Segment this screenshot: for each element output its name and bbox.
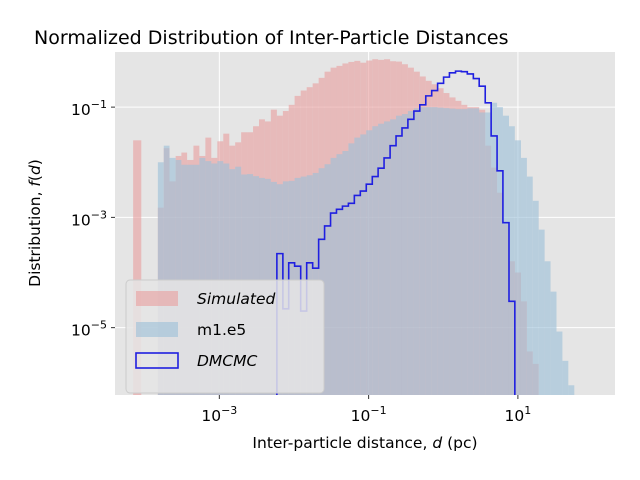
legend-label-m1-e5: m1.e5: [197, 321, 246, 339]
legend-label-simulated: Simulated: [197, 290, 275, 308]
histogram-bar: [348, 143, 355, 395]
y-tick-label: 10−3: [71, 208, 107, 229]
histogram-bar: [205, 161, 212, 395]
y-tick-label: 10−1: [71, 98, 107, 119]
histogram-bar: [354, 137, 361, 396]
histogram-bar: [366, 130, 373, 395]
y-tick-label: 10−5: [71, 319, 107, 340]
histogram-bar: [330, 157, 337, 395]
histogram-bar: [378, 123, 385, 396]
histogram-bar: [461, 109, 468, 395]
histogram-bar: [372, 126, 379, 395]
histogram-bar: [336, 154, 343, 395]
histogram-bar: [360, 134, 367, 395]
histogram-bar: [431, 107, 438, 396]
legend-box: [125, 279, 325, 394]
histogram-bar: [437, 107, 444, 395]
histogram-bar: [324, 164, 331, 395]
histogram-bar: [562, 360, 569, 395]
x-tick-label: 10−1: [351, 404, 387, 425]
histogram-bar: [425, 107, 432, 396]
histogram-bar: [157, 162, 164, 395]
series-dmcmc: [276, 70, 516, 395]
histogram-bar: [485, 112, 492, 395]
histogram-bar: [199, 157, 206, 395]
histogram-bar: [508, 126, 515, 395]
histogram-bar: [514, 140, 521, 395]
histogram-bar: [413, 108, 420, 395]
histogram-bar: [532, 200, 539, 395]
histogram-bar: [169, 157, 176, 395]
histogram-bar: [407, 111, 414, 396]
histogram-bar: [455, 109, 462, 395]
legend-swatch-m1-e5: [136, 322, 178, 337]
legend: Simulated m1.e5 DMCMC: [125, 279, 325, 394]
legend-swatch-dmcmc: [135, 352, 179, 369]
legend-swatch-simulated: [136, 291, 178, 306]
histogram-bar: [556, 331, 563, 395]
histogram-bar: [449, 108, 456, 395]
x-axis-label: Inter-particle distance, d (pc): [252, 434, 477, 452]
histogram-bar: [342, 151, 349, 395]
histogram-bar: [396, 115, 402, 396]
histogram-bar: [384, 121, 391, 395]
histogram-bar: [467, 108, 474, 395]
histogram-bar: [223, 163, 230, 395]
y-axis-label: Distribution, f(d): [26, 159, 44, 287]
histogram-bar: [443, 108, 450, 396]
histogram-bar: [479, 112, 486, 395]
legend-label-dmcmc: DMCMC: [197, 352, 258, 370]
histogram-bar: [217, 161, 224, 395]
x-tick-label: 10−3: [201, 404, 237, 425]
histogram-bar: [211, 163, 218, 395]
histogram-bar: [550, 291, 557, 395]
histogram-bar: [538, 229, 545, 395]
histogram-bar: [520, 157, 527, 395]
histogram-bar: [473, 108, 480, 395]
dmcmc-step-outline: [276, 70, 516, 395]
histogram-bar: [568, 385, 575, 395]
histogram-bar: [175, 159, 182, 395]
histogram-bar: [526, 176, 533, 395]
histogram-bar: [133, 140, 142, 395]
histogram-bar: [390, 119, 397, 395]
histogram-bar: [401, 114, 408, 396]
chart-title: Normalized Distribution of Inter-Particl…: [34, 27, 508, 49]
histogram-bar: [544, 261, 551, 395]
histogram-bar: [163, 145, 170, 395]
histogram-bar: [491, 102, 498, 395]
histogram-bar: [419, 107, 426, 396]
histogram-bar: [502, 115, 509, 396]
histogram-bar: [497, 107, 503, 396]
x-tick-label: 101: [505, 404, 532, 425]
tick-labels: 10−3 10−1 101 10−1 10−3 10−5: [71, 98, 531, 425]
